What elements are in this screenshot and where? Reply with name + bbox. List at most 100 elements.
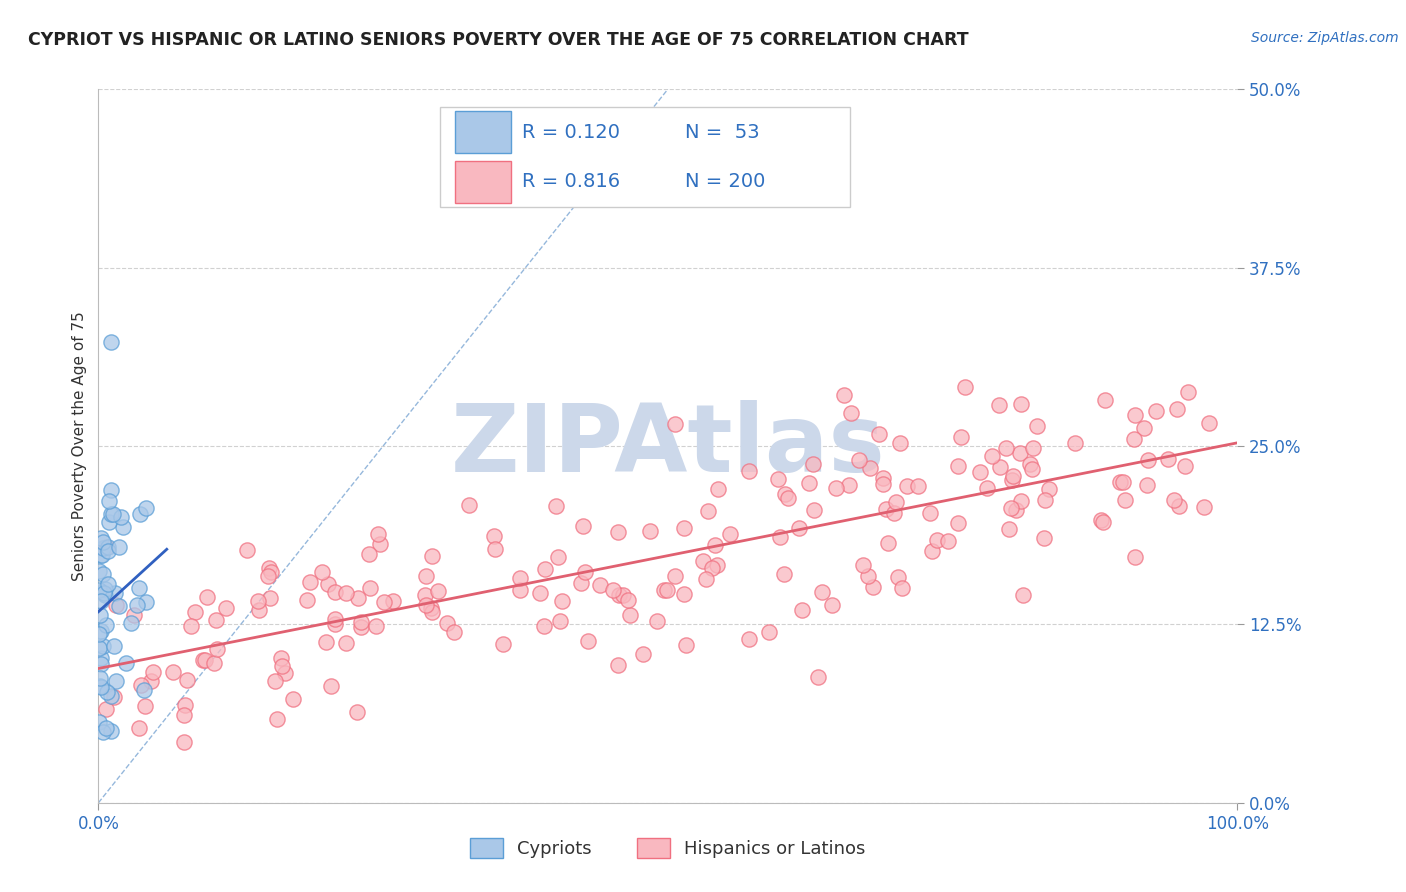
- Point: [607, 658, 630, 673]
- Point: [1168, 500, 1191, 514]
- Point: [484, 541, 506, 556]
- Point: [803, 503, 825, 517]
- Point: [346, 705, 368, 719]
- Point: [373, 595, 395, 609]
- Point: [1091, 516, 1114, 530]
- Point: [264, 673, 287, 688]
- Point: [839, 406, 862, 420]
- FancyBboxPatch shape: [456, 161, 510, 203]
- Point: [100, 507, 122, 521]
- Point: [315, 635, 337, 649]
- Point: [1133, 421, 1156, 435]
- Point: [918, 506, 941, 520]
- Point: [602, 582, 624, 597]
- Point: [891, 581, 914, 595]
- Point: [807, 670, 830, 684]
- Point: [995, 441, 1018, 455]
- Point: [1136, 453, 1159, 467]
- Point: [976, 481, 998, 495]
- Point: [896, 479, 918, 493]
- Point: [270, 651, 292, 665]
- Text: R = 0.120: R = 0.120: [522, 122, 620, 142]
- Point: [969, 466, 991, 480]
- Point: [91, 639, 114, 653]
- Point: [936, 533, 959, 548]
- Point: [180, 619, 202, 633]
- Point: [105, 674, 128, 689]
- Point: [1001, 469, 1024, 483]
- Point: [738, 632, 761, 646]
- Point: [544, 500, 567, 514]
- Point: [135, 500, 157, 515]
- Point: [946, 516, 969, 530]
- Point: [758, 624, 780, 639]
- Point: [413, 588, 436, 602]
- Legend: Cypriots, Hispanics or Latinos: Cypriots, Hispanics or Latinos: [463, 830, 873, 865]
- Point: [93, 586, 115, 600]
- Point: [96, 685, 118, 699]
- Point: [90, 657, 112, 671]
- Point: [738, 464, 761, 478]
- Point: [162, 665, 184, 680]
- Point: [115, 657, 138, 671]
- Point: [1033, 531, 1056, 545]
- Point: [266, 713, 288, 727]
- Point: [173, 735, 195, 749]
- Point: [848, 453, 870, 467]
- Point: [1123, 549, 1146, 564]
- Point: [797, 476, 820, 491]
- Point: [316, 577, 339, 591]
- Point: [664, 417, 686, 431]
- Point: [1177, 385, 1199, 400]
- Text: N = 200: N = 200: [685, 172, 765, 192]
- Point: [350, 620, 373, 634]
- Point: [1090, 513, 1112, 527]
- Point: [111, 519, 134, 533]
- Point: [271, 658, 294, 673]
- Point: [801, 457, 824, 471]
- Point: [811, 584, 834, 599]
- Point: [415, 599, 437, 613]
- Point: [617, 593, 640, 607]
- Point: [100, 724, 122, 739]
- Point: [103, 639, 125, 653]
- Point: [90, 624, 112, 639]
- Point: [90, 650, 112, 665]
- Point: [319, 679, 342, 693]
- Point: [134, 683, 156, 698]
- Point: [87, 583, 110, 598]
- Point: [323, 585, 346, 599]
- Point: [1114, 492, 1136, 507]
- Point: [335, 636, 357, 650]
- Point: [367, 527, 389, 541]
- Point: [886, 494, 908, 508]
- Point: [706, 558, 728, 573]
- Point: [247, 602, 270, 616]
- Point: [108, 599, 131, 613]
- Point: [872, 471, 894, 485]
- Point: [89, 607, 111, 622]
- Point: [631, 647, 654, 661]
- Point: [366, 619, 388, 633]
- Point: [142, 665, 165, 679]
- Point: [184, 605, 207, 619]
- Point: [90, 549, 112, 563]
- Point: [638, 524, 661, 539]
- Point: [202, 656, 225, 670]
- Point: [612, 588, 634, 602]
- Point: [889, 436, 911, 450]
- Point: [129, 678, 152, 692]
- Point: [97, 516, 120, 530]
- Point: [105, 599, 128, 613]
- Point: [215, 600, 238, 615]
- Point: [257, 569, 280, 583]
- Point: [89, 671, 111, 685]
- Point: [787, 521, 810, 535]
- Point: [821, 598, 844, 612]
- Point: [529, 586, 551, 600]
- Point: [443, 624, 465, 639]
- Point: [1001, 474, 1024, 488]
- Point: [574, 565, 596, 579]
- Point: [97, 544, 120, 558]
- Point: [96, 721, 118, 735]
